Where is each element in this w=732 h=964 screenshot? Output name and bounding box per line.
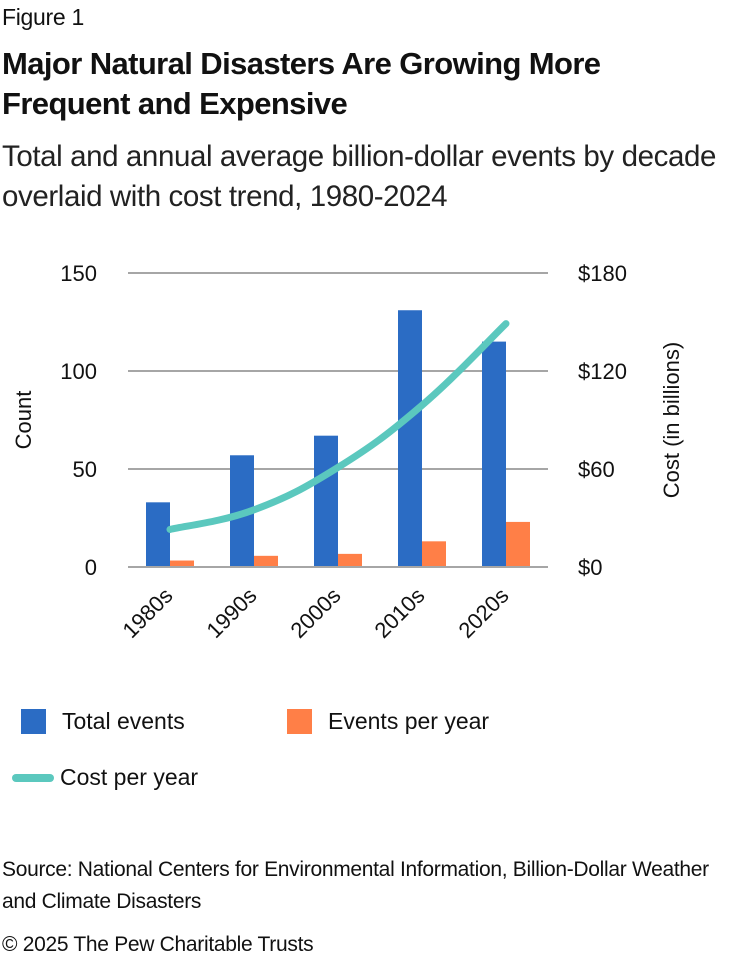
figure-label: Figure 1: [2, 4, 84, 30]
legend: Total events Events per year Cost per ye…: [0, 700, 732, 810]
x-tick-label: 1990s: [201, 583, 261, 643]
legend-swatch-cost-per-year: [12, 773, 54, 782]
y-tick-label-left: 50: [73, 457, 97, 482]
bar-events-per-year: [506, 521, 530, 567]
legend-item-events-per-year: Events per year: [287, 708, 489, 735]
x-axis-ticks: 1980s 1990s 2000s 2010s 2020s: [117, 583, 513, 643]
legend-label: Cost per year: [60, 764, 199, 790]
y-axis-right-ticks: $0 $60 $120 $180: [578, 261, 627, 580]
y-tick-label-left: 100: [60, 359, 97, 384]
x-tick-label: 2000s: [285, 583, 345, 643]
bar-events-per-year: [422, 541, 446, 567]
bar-total-events: [146, 502, 170, 567]
bar-total-events: [314, 435, 338, 567]
y-tick-label-left: 150: [60, 261, 97, 286]
x-tick-label: 2020s: [453, 583, 513, 643]
chart-subtitle: Total and annual average billion-dollar …: [2, 140, 716, 213]
legend-label: Events per year: [328, 708, 490, 734]
y-tick-label-right: $60: [578, 457, 615, 482]
y-axis-left-title: Count: [11, 391, 36, 450]
bar-total-events: [398, 310, 422, 567]
bar-total-events: [482, 341, 506, 567]
source-note: Source: National Centers for Environment…: [2, 858, 709, 913]
x-tick-label: 1980s: [117, 583, 177, 643]
bar-events-per-year: [338, 553, 362, 567]
copyright-note: © 2025 The Pew Charitable Trusts: [2, 933, 314, 956]
cost-line-layer: [166, 320, 510, 533]
legend-label: Total events: [62, 708, 185, 734]
cost-per-year-line: [166, 320, 510, 533]
bars: [128, 310, 548, 568]
x-tick-label: 2010s: [369, 583, 429, 643]
legend-swatch-total-events: [21, 709, 46, 734]
y-tick-label-left: 0: [85, 555, 97, 580]
bar-events-per-year: [170, 560, 194, 567]
combo-chart: 0 50 100 150 $0 $60 $120 $180 Count Cost (in b…: [11, 261, 684, 643]
legend-swatch-events-per-year: [287, 709, 312, 734]
y-axis-left-ticks: 0 50 100 150: [60, 261, 97, 580]
bar-events-per-year: [254, 555, 278, 567]
y-tick-label-right: $180: [578, 261, 627, 286]
chart-title: Major Natural Disasters Are Growing More…: [2, 46, 601, 121]
y-tick-label-right: $0: [578, 555, 602, 580]
y-tick-label-right: $120: [578, 359, 627, 384]
legend-item-total-events: Total events: [21, 708, 185, 735]
legend-item-cost-per-year: Cost per year: [12, 764, 198, 791]
y-axis-right-title: Cost (in billions): [659, 342, 684, 499]
